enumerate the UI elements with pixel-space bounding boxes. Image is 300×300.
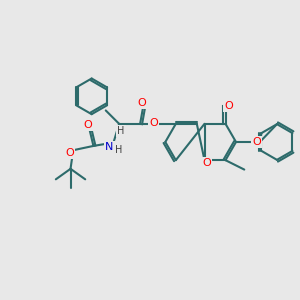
Text: O: O [253, 137, 261, 147]
Text: N: N [105, 142, 114, 152]
Text: O: O [202, 158, 211, 168]
Text: O: O [83, 120, 92, 130]
Text: O: O [65, 148, 74, 158]
Text: H: H [115, 145, 122, 155]
Text: H: H [117, 126, 125, 136]
Text: O: O [224, 101, 233, 111]
Text: O: O [138, 98, 146, 108]
Text: O: O [150, 118, 158, 128]
